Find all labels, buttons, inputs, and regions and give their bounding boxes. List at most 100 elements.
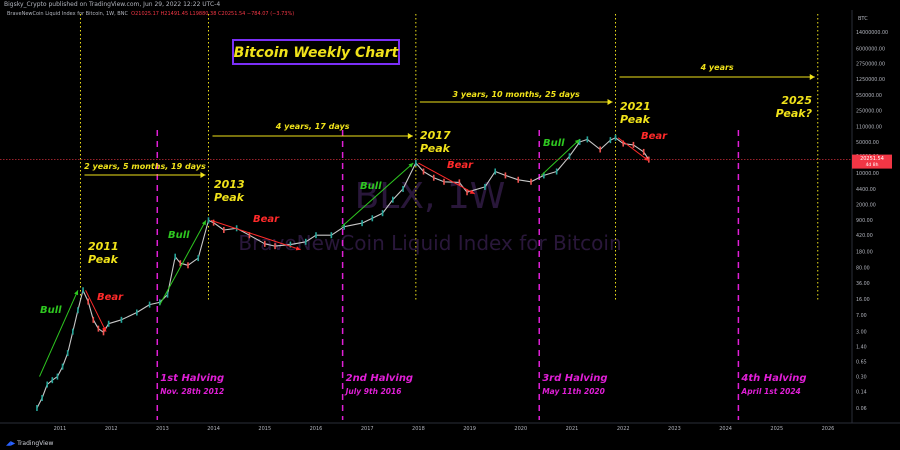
y-tick-label: 2750000.00: [856, 62, 885, 68]
duration-label: 4 years, 17 days: [275, 122, 350, 131]
y-tick-label: 1.40: [856, 344, 867, 350]
halving-date: Nov. 28th 2012: [160, 387, 224, 396]
price-candle: [381, 210, 384, 217]
tradingview-logo-icon: ◢▶: [6, 440, 16, 447]
price-candle: [458, 179, 461, 186]
price-candle: [432, 174, 435, 181]
price-series-line[interactable]: [36, 137, 650, 409]
bull-label: Bull: [543, 138, 565, 149]
footer-brand-label: TradingView: [17, 440, 54, 447]
price-candle: [315, 232, 317, 239]
bear-trend-arrow-head: [102, 326, 107, 332]
chart-title-box: [232, 39, 400, 65]
duration-arrow-head: [407, 133, 413, 139]
bull-trend-arrow-head: [408, 163, 414, 168]
y-tick-label: 0.65: [856, 359, 867, 365]
price-candle: [77, 307, 79, 314]
y-tick-label: 16.00: [856, 297, 870, 303]
bear-trend-arrow: [210, 219, 301, 251]
x-tick-label: 2023: [668, 426, 681, 432]
price-candle: [484, 183, 486, 190]
price-candle: [330, 232, 333, 239]
x-tick-label: 2025: [770, 426, 783, 432]
price-candle: [61, 363, 64, 370]
halving-date: April 1st 2024: [740, 387, 800, 396]
price-candle: [166, 291, 169, 298]
bull-trend-arrow: [341, 162, 414, 228]
bull-trend-arrow-head: [574, 139, 580, 145]
bear-label: Bear: [97, 292, 124, 303]
price-candle: [422, 168, 425, 175]
watermark-symbol: BLX, 1W: [355, 176, 506, 217]
ohlc-values: O21025.17 H21491.45 L19880.38 C20251.54 …: [131, 11, 295, 17]
halving-label: 3rd Halving: [542, 373, 607, 384]
price-candle: [248, 232, 251, 239]
peak-sub-label: Peak: [420, 142, 451, 155]
price-candle: [304, 238, 307, 245]
y-tick-label: 420.00: [856, 233, 873, 239]
peak-year-label: 2017: [420, 129, 451, 142]
price-candle: [264, 240, 266, 247]
price-candle: [36, 405, 38, 411]
y-tick-label: 550000.00: [856, 93, 882, 99]
price-candle: [92, 316, 95, 323]
price-candle: [599, 146, 601, 153]
halving-label: 4th Halving: [740, 373, 806, 384]
halving-date: May 11th 2020: [542, 387, 605, 396]
x-tick-label: 2013: [156, 426, 169, 432]
symbol-name: BraveNewCoin Liquid Index for Bitcoin, 1…: [7, 11, 128, 17]
x-tick-label: 2020: [514, 426, 527, 432]
price-candle: [586, 136, 589, 143]
y-tick-label: 1250000.00: [856, 77, 885, 83]
price-candle: [555, 168, 558, 175]
x-tick-label: 2017: [361, 426, 374, 432]
y-tick-label: 10000.00: [856, 171, 879, 177]
peak-sub-label: Peak: [214, 191, 245, 204]
y-tick-label: 80.00: [856, 265, 870, 271]
price-candle: [371, 215, 374, 222]
price-candle: [343, 223, 345, 230]
y-tick-label: 0.14: [856, 389, 867, 395]
x-tick-label: 2022: [617, 426, 630, 432]
y-axis-currency: BTC: [858, 16, 868, 22]
x-tick-label: 2021: [566, 426, 579, 432]
price-candle: [289, 241, 292, 248]
peak-year-label: 2025: [781, 94, 812, 107]
x-tick-label: 2019: [463, 426, 476, 432]
price-candle: [632, 141, 635, 148]
price-candle: [46, 381, 48, 388]
y-tick-label: 36.00: [856, 281, 870, 287]
y-tick-label: 14000000.00: [856, 30, 888, 36]
bear-trend-arrow: [85, 290, 107, 332]
duration-label: 2 years, 5 months, 19 days: [84, 162, 206, 171]
y-tick-label: 6000000.00: [856, 46, 885, 52]
y-tick-label: 2000.00: [856, 203, 876, 209]
price-candle: [179, 260, 182, 267]
halving-label: 2nd Halving: [346, 373, 414, 384]
price-candle: [622, 140, 624, 147]
x-tick-label: 2012: [105, 426, 118, 432]
y-tick-label: 110000.00: [856, 124, 882, 130]
duration-arrow-head: [200, 172, 206, 178]
y-tick-label: 900.00: [856, 218, 873, 224]
price-candle: [443, 178, 445, 185]
y-tick-label: 180.00: [856, 250, 873, 256]
price-candle: [82, 287, 84, 294]
x-tick-label: 2014: [207, 426, 220, 432]
price-candle: [392, 196, 394, 203]
peak-year-label: 2011: [88, 240, 119, 253]
price-candle: [504, 172, 507, 179]
price-candle: [66, 350, 69, 357]
price-candle: [466, 189, 468, 196]
peak-sub-label: Peak: [620, 113, 651, 126]
price-candle: [72, 328, 74, 335]
y-tick-label: 7.00: [856, 313, 867, 319]
price-candle: [187, 262, 189, 269]
y-tick-label: 250000.00: [856, 108, 882, 114]
price-candle: [361, 220, 363, 227]
price-candle: [543, 172, 545, 179]
bull-label: Bull: [168, 230, 190, 241]
symbol-legend: BraveNewCoin Liquid Index for Bitcoin, 1…: [0, 10, 840, 19]
footer-brand[interactable]: ◢▶ TradingView: [0, 437, 900, 450]
